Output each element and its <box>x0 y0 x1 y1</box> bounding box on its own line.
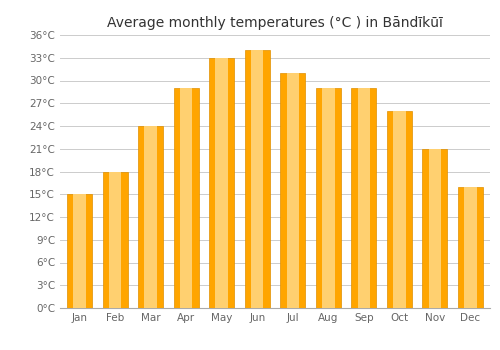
Bar <box>358 88 370 308</box>
Bar <box>245 50 270 308</box>
Bar <box>102 172 128 308</box>
Bar <box>67 194 92 308</box>
Bar <box>144 126 157 308</box>
Bar <box>458 187 483 308</box>
Bar <box>251 50 264 308</box>
Bar <box>422 149 448 308</box>
Bar <box>174 88 199 308</box>
Bar <box>428 149 441 308</box>
Bar <box>393 111 406 308</box>
Bar <box>74 194 86 308</box>
Bar <box>464 187 476 308</box>
Bar <box>322 88 334 308</box>
Bar <box>352 88 376 308</box>
Bar <box>210 58 234 308</box>
Bar <box>280 73 305 308</box>
Bar <box>387 111 412 308</box>
Bar <box>286 73 299 308</box>
Bar <box>316 88 340 308</box>
Bar <box>216 58 228 308</box>
Title: Average monthly temperatures (°C ) in Bāndīkūī: Average monthly temperatures (°C ) in Bā… <box>107 16 443 30</box>
Bar <box>138 126 163 308</box>
Bar <box>109 172 122 308</box>
Bar <box>180 88 192 308</box>
